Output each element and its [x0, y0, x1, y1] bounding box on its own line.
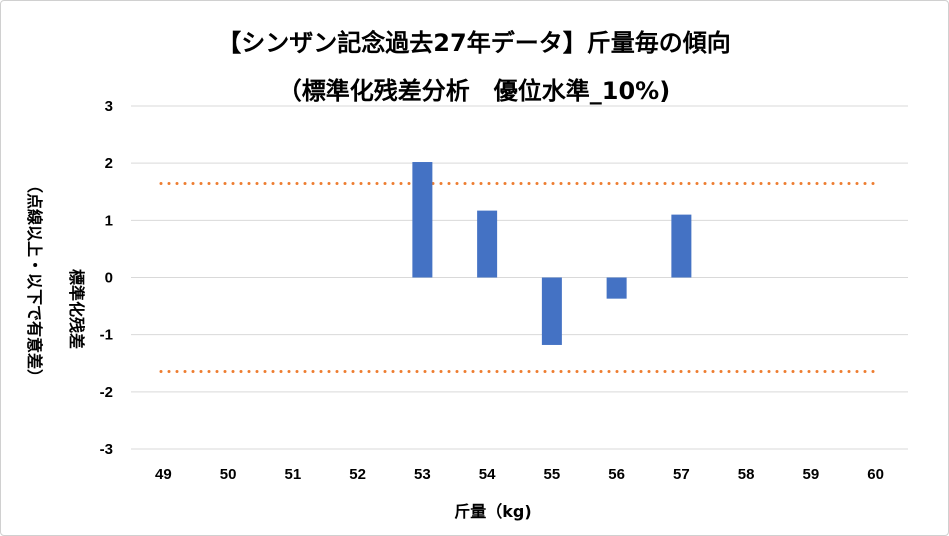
x-tick-label: 58 — [738, 466, 755, 483]
y-tick-labels: 3 2 1 0 -1 -2 -3 — [100, 98, 113, 458]
chart-title: 【シンザン記念過去27年データ】斤量毎の傾向 — [217, 29, 730, 57]
chart-subtitle: （標準化残差分析 優位水準_10%) — [278, 77, 670, 105]
y-tick-label: -3 — [100, 441, 113, 458]
x-tick-label: 60 — [867, 466, 884, 483]
bar — [671, 214, 692, 278]
x-tick-label: 49 — [155, 466, 172, 483]
x-tick-label: 54 — [479, 466, 496, 483]
bar — [477, 210, 498, 278]
y-axis-label: 標準化残差 — [67, 269, 86, 349]
x-tick-label: 55 — [544, 466, 561, 483]
y-tick-label: 0 — [105, 270, 113, 287]
threshold-lines — [159, 181, 880, 374]
bars — [412, 162, 692, 345]
x-tick-label: 59 — [803, 466, 820, 483]
y-axis-label-line2: （点線以上・以下で有意差） — [25, 177, 44, 385]
bar — [412, 162, 433, 278]
y-axis-label-note: （点線以上・以下で有意差） — [25, 177, 44, 385]
y-axis-label-line1: 標準化残差 — [67, 269, 86, 349]
x-tick-label: 51 — [285, 466, 302, 483]
y-tick-label: 1 — [105, 212, 113, 229]
x-axis-label: 斤量（kg) — [454, 502, 531, 521]
y-tick-label: 3 — [105, 98, 113, 115]
x-tick-label: 57 — [673, 466, 690, 483]
x-tick-label: 50 — [220, 466, 237, 483]
x-tick-label: 52 — [349, 466, 366, 483]
x-tick-labels: 49 50 51 52 53 54 55 56 57 58 59 60 — [155, 466, 884, 483]
bar — [541, 277, 562, 345]
y-tick-label: 2 — [105, 155, 113, 172]
y-tick-label: -1 — [100, 327, 113, 344]
gridlines — [131, 105, 908, 450]
x-tick-label: 56 — [608, 466, 625, 483]
y-tick-label: -2 — [100, 384, 113, 401]
bar — [606, 277, 627, 299]
x-tick-label: 53 — [414, 466, 431, 483]
